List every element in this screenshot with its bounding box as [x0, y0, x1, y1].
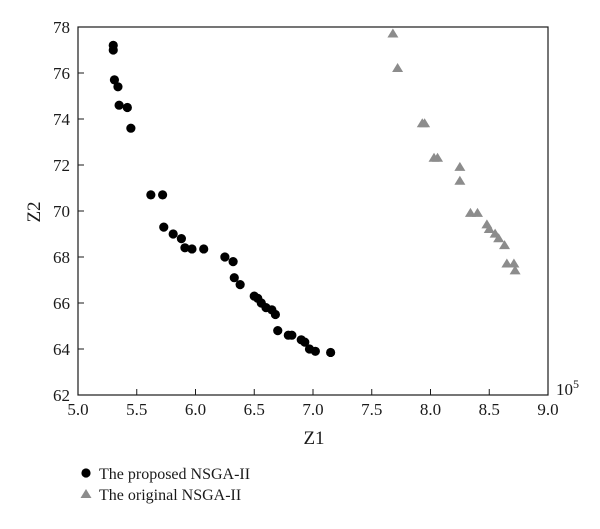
data-point-original: [499, 240, 511, 250]
y-tick-label: 76: [53, 64, 70, 83]
data-points: [108, 28, 521, 358]
data-point-proposed: [108, 45, 118, 55]
data-point-proposed: [126, 123, 136, 133]
data-point-proposed: [220, 252, 230, 262]
data-point-original: [387, 28, 399, 38]
data-point-original: [454, 175, 466, 185]
legend-item-proposed: The proposed NSGA-II: [81, 466, 250, 483]
y-tick-label: 78: [53, 18, 70, 37]
legend-item-original: The original NSGA-II: [80, 487, 241, 504]
data-point-proposed: [187, 244, 197, 254]
x-tick-label: 8.0: [420, 400, 441, 419]
legend: The proposed NSGA-II The original NSGA-I…: [80, 466, 250, 504]
data-point-proposed: [109, 75, 120, 85]
data-point-original: [509, 265, 521, 275]
data-point-original: [464, 207, 476, 217]
data-point-proposed: [146, 190, 156, 200]
y-axis-title: Z2: [24, 201, 45, 222]
data-point-original: [432, 152, 444, 162]
data-point-proposed: [159, 222, 169, 232]
x-tick-label: 5.0: [67, 400, 88, 419]
data-point-proposed: [270, 309, 280, 320]
y-tick-label: 70: [53, 202, 70, 221]
data-point-proposed: [300, 337, 310, 347]
x-tick-label: 6.0: [185, 400, 206, 419]
data-point-proposed: [113, 82, 123, 92]
data-point-original: [483, 224, 495, 233]
data-point-original: [493, 233, 505, 243]
data-point-proposed: [158, 190, 168, 200]
x-tick-label: 8.5: [479, 400, 500, 419]
y-tick-label: 66: [53, 294, 70, 313]
y-tick-label: 62: [53, 386, 70, 405]
legend-triangle-marker: [80, 489, 92, 498]
data-point-proposed: [287, 330, 297, 340]
x-tick-label: 6.5: [244, 400, 265, 419]
x-tick-label: 7.5: [361, 400, 382, 419]
x-axis-title: Z1: [303, 428, 324, 449]
data-point-proposed: [235, 280, 245, 290]
axes: 5.0 5.5 6.0 6.5 7.0 7.5 8.0 8.5 9.0 62 64 66 68 70 72 7…: [53, 18, 559, 419]
data-point-original: [392, 63, 404, 72]
data-point-proposed: [122, 102, 132, 113]
data-point-proposed: [199, 244, 209, 254]
data-point-proposed: [273, 326, 283, 336]
data-point-proposed: [180, 243, 190, 253]
data-point-proposed: [326, 347, 336, 358]
x-axis-multiplier: 105: [556, 377, 579, 399]
legend-label-original: The original NSGA-II: [99, 487, 241, 504]
data-point-original: [472, 207, 483, 217]
y-tick-label: 74: [53, 110, 71, 129]
data-point-proposed: [168, 229, 178, 239]
x-tick-label: 9.0: [537, 400, 558, 419]
data-point-original: [508, 258, 520, 268]
x-axis-multiplier-base: 10: [556, 380, 573, 399]
data-point-proposed: [176, 234, 186, 244]
data-point-proposed: [229, 273, 239, 283]
data-point-proposed: [228, 257, 238, 267]
data-point-proposed: [114, 100, 124, 110]
y-tick-label: 68: [53, 248, 70, 267]
data-point-original: [501, 258, 513, 268]
data-point-original: [454, 161, 466, 171]
data-point-original: [419, 118, 431, 128]
legend-label-proposed: The proposed NSGA-II: [99, 466, 250, 483]
data-point-proposed: [310, 346, 320, 356]
y-tick-label: 72: [53, 156, 70, 175]
x-tick-label: 7.0: [302, 400, 323, 419]
y-tick-label: 64: [53, 340, 71, 359]
x-axis-multiplier-exponent: 5: [573, 377, 579, 391]
x-tick-label: 5.5: [126, 400, 147, 419]
legend-circle-marker: [81, 468, 91, 478]
